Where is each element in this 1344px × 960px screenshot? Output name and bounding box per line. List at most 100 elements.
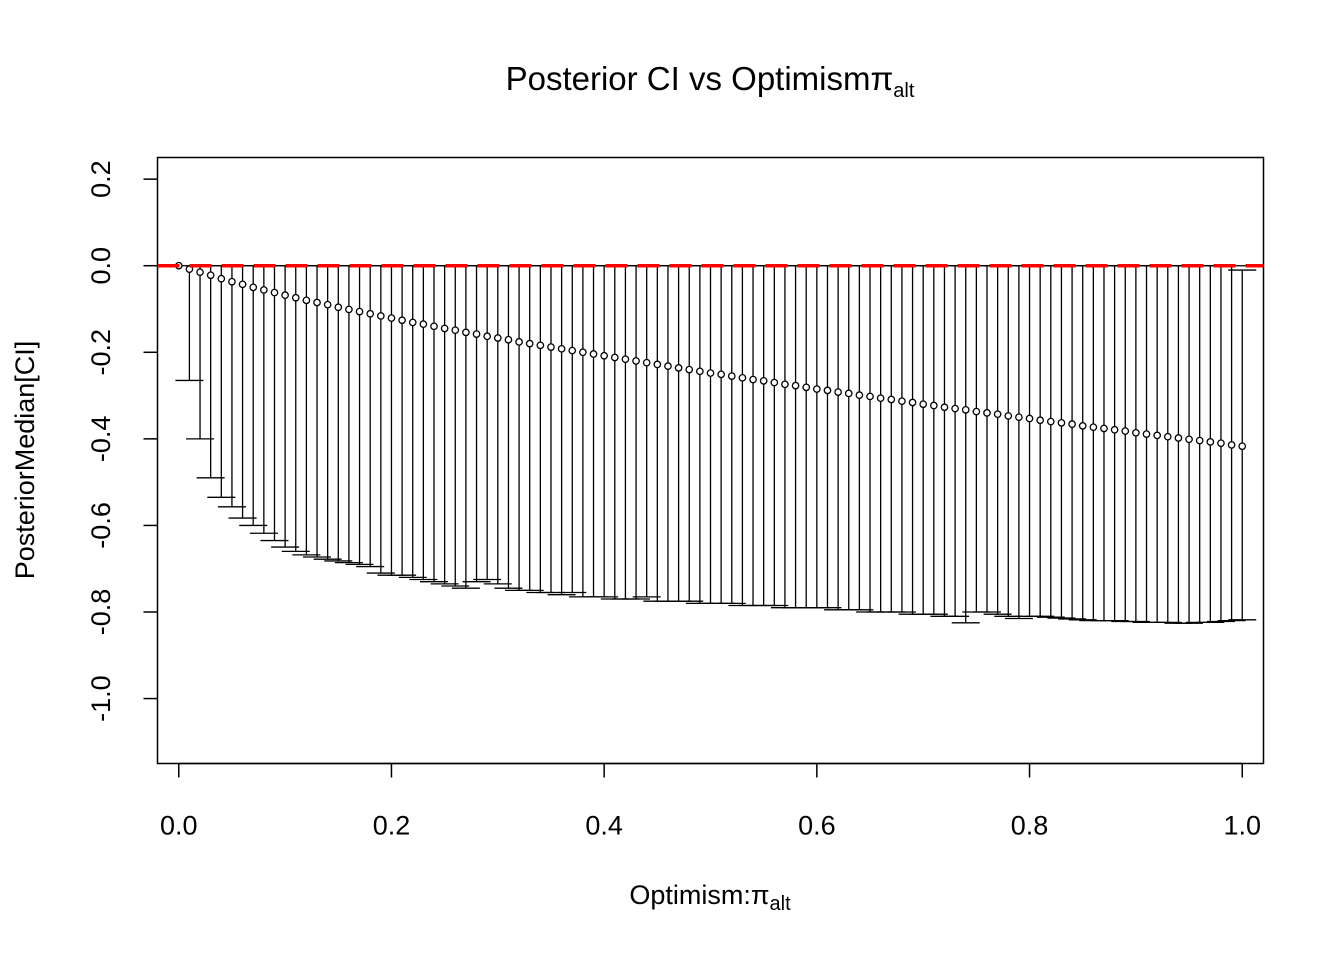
data-point [323,300,332,309]
x-tick-label: 1.0 [1223,811,1261,841]
data-point [398,316,406,325]
data-point [504,335,513,344]
data-point [802,383,811,392]
data-point [259,286,268,294]
data-points [174,261,1247,451]
data-point [983,409,991,417]
data-point [451,326,460,335]
data-point [749,375,757,384]
data-point [1100,424,1108,433]
data-point [770,378,779,387]
data-point [908,398,917,407]
x-tick-label: 0.0 [160,811,198,841]
data-point [919,400,928,409]
data-point [589,350,598,358]
y-tick-label: 0.2 [86,160,116,198]
y-tick-label: -0.4 [86,416,116,463]
data-point [206,271,215,280]
data-point [536,341,545,350]
chart-title: Posterior CI vs Optimismπalt [506,60,915,102]
data-point [366,309,375,318]
data-point [270,288,279,297]
data-point [600,351,609,360]
data-point [961,406,970,414]
data-point [1132,428,1140,437]
data-point [706,369,715,377]
data-point [1217,439,1225,448]
data-point [196,268,204,277]
data-point [291,293,300,302]
data-point [1068,420,1076,428]
data-point [302,296,311,305]
y-axis: -1.0 -0.8 -0.6 -0.4 -0.2 0.0 0.2 [86,160,158,722]
data-point [440,324,449,333]
data-point [621,355,630,364]
data-point [493,334,502,342]
y-tick-label: -1.0 [86,675,116,722]
x-axis-label: Optimism:πalt [629,880,791,915]
data-point [781,380,789,389]
x-tick-label: 0.8 [1011,811,1049,841]
data-point [898,397,906,406]
x-tick-label: 0.4 [585,811,623,841]
data-point [1004,412,1013,420]
x-axis: 0.0 0.2 0.4 0.6 0.8 1.0 [160,762,1261,841]
data-point [334,303,343,312]
data-point [876,394,885,403]
data-point [844,389,853,398]
data-point [696,367,704,376]
data-point [462,328,470,337]
data-point [1057,418,1066,427]
data-point [1015,413,1023,422]
y-tick-label: 0.0 [86,247,116,285]
data-point [547,343,555,351]
data-point [1121,427,1130,435]
data-point [855,391,864,399]
y-axis-label: PosteriorMedian[CI] [10,341,40,580]
data-point [1195,436,1204,445]
data-point [791,381,800,390]
data-point [185,265,194,274]
data-point [632,357,640,365]
x-tick-label: 0.6 [798,811,836,841]
data-point [1174,434,1183,442]
data-point [727,372,736,380]
data-point [887,395,896,404]
y-tick-label: -0.8 [86,589,116,636]
data-point [1142,430,1151,438]
data-point [1046,417,1055,426]
data-point [834,388,842,396]
data-point [1110,425,1119,434]
data-point [993,410,1002,419]
data-point [483,332,492,341]
data-point [674,364,683,372]
data-point [653,360,662,369]
data-point [313,298,321,307]
data-point [759,377,768,385]
data-point [430,322,438,331]
data-point [823,386,832,395]
data-point [1078,422,1087,430]
data-point [387,314,396,322]
data-point [1153,431,1162,440]
data-point [1238,442,1247,451]
data-point [1036,416,1045,425]
data-point [610,353,619,362]
data-point [940,403,949,412]
data-point [738,373,747,382]
data-point [972,407,981,416]
error-bars [175,265,1257,624]
data-point [376,312,385,320]
data-point [929,401,938,410]
data-point [951,404,959,413]
data-point [557,344,566,353]
data-point [1206,438,1215,446]
data-point [515,338,523,346]
data-point [238,280,247,289]
data-point [281,291,289,299]
data-point [228,277,236,286]
data-point [1185,435,1193,444]
data-point [717,370,725,379]
